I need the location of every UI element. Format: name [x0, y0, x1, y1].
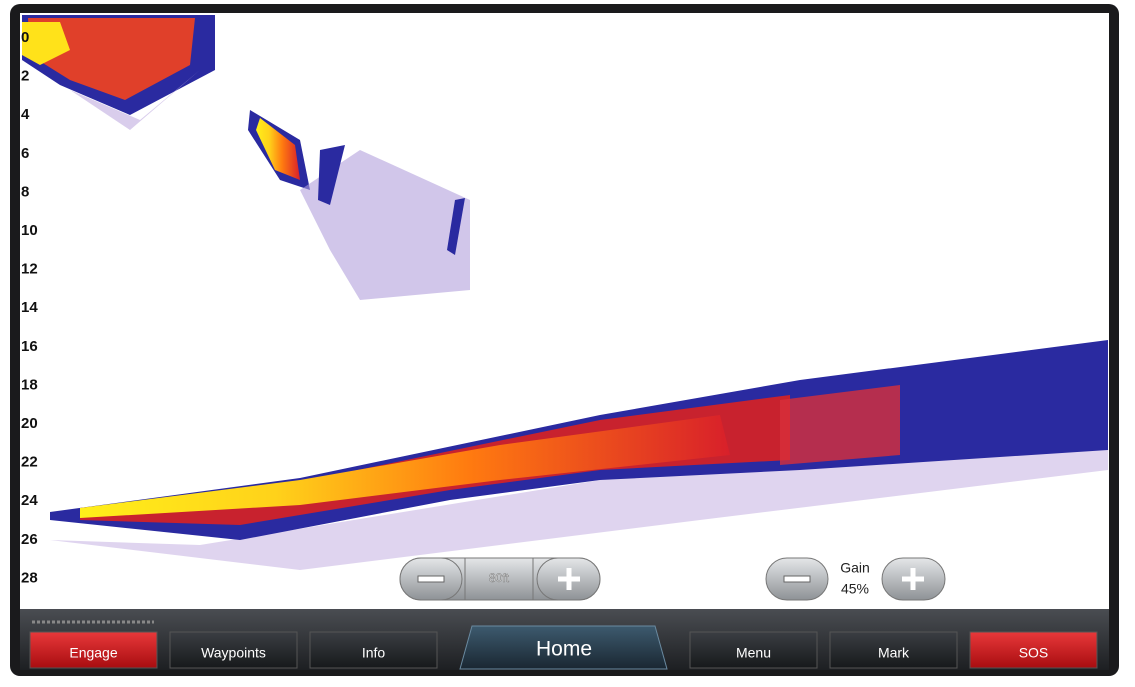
menu-button[interactable] — [309, 631, 438, 669]
menu-button[interactable] — [689, 631, 818, 669]
depth-label: 16 — [21, 338, 38, 355]
button-label: Menu — [736, 645, 771, 661]
depth-label: 2 — [21, 68, 29, 85]
menu-button[interactable] — [829, 631, 958, 669]
button-label: Home — [536, 638, 592, 661]
depth-label: 10 — [21, 222, 38, 239]
gain-label: Gain — [840, 560, 870, 576]
sonar-returns — [22, 15, 1108, 570]
gain-value: 45% — [841, 581, 869, 597]
depth-label: 12 — [21, 261, 38, 278]
range-value: 80ft — [489, 571, 510, 585]
depth-label: 14 — [21, 299, 38, 316]
button-label: Engage — [69, 645, 117, 661]
menu-button[interactable] — [969, 631, 1098, 669]
menu-button[interactable] — [29, 631, 158, 669]
depth-label: 0 — [21, 29, 29, 46]
button-label: Mark — [878, 645, 910, 661]
depth-label: 4 — [21, 106, 30, 123]
depth-label: 8 — [21, 183, 29, 200]
button-label: Waypoints — [201, 645, 266, 661]
depth-label: 20 — [21, 415, 38, 432]
depth-label: 22 — [21, 454, 38, 471]
home-button[interactable] — [459, 625, 668, 670]
depth-label: 18 — [21, 376, 38, 393]
button-label: Info — [362, 645, 386, 661]
depth-label: 28 — [21, 569, 38, 586]
range-control: 80ft — [399, 557, 601, 601]
menu-buttons: Engage Waypoints Info Home Menu Mark SOS — [29, 625, 1098, 670]
button-label: SOS — [1019, 645, 1049, 661]
gain-control: Gain 45% — [765, 557, 946, 601]
depth-label: 6 — [21, 145, 29, 162]
depth-label: 24 — [21, 492, 38, 509]
depth-label: 26 — [21, 531, 38, 548]
menu-button[interactable] — [169, 631, 298, 669]
